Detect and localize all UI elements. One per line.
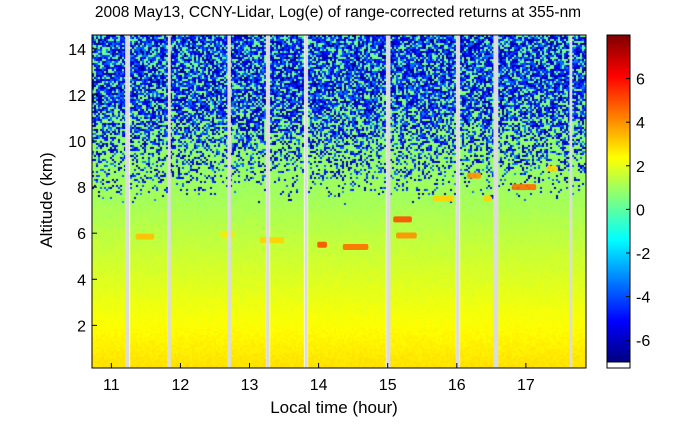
data-gap bbox=[168, 35, 171, 368]
colorbar: -6 -4 -2 0 2 4 6 bbox=[606, 34, 650, 369]
aerosol-layer bbox=[483, 195, 492, 202]
chart-title: 2008 May13, CCNY-Lidar, Log(e) of range-… bbox=[95, 4, 581, 21]
data-gap bbox=[493, 35, 499, 368]
data-gap bbox=[386, 35, 391, 368]
y-tick-label: 10 bbox=[68, 134, 86, 151]
signal-raster bbox=[92, 35, 586, 368]
data-gap bbox=[125, 35, 130, 368]
colorbar-tick-label: 2 bbox=[636, 159, 645, 176]
aerosol-layer bbox=[259, 237, 285, 244]
colorbar-tick-label: -2 bbox=[636, 246, 650, 263]
aerosol-layer bbox=[512, 184, 537, 191]
aerosol-layer bbox=[432, 195, 454, 202]
data-gap bbox=[456, 35, 460, 368]
colorbar-tick-label: -4 bbox=[636, 290, 650, 307]
colorbar-tick-label: 4 bbox=[636, 115, 645, 132]
data-gap bbox=[266, 35, 270, 368]
y-tick-label: 14 bbox=[68, 42, 86, 59]
plot-frame bbox=[91, 34, 587, 369]
aerosol-layer bbox=[546, 165, 557, 172]
y-tick-label: 8 bbox=[77, 180, 86, 197]
colorbar-end-cap bbox=[606, 361, 631, 369]
x-tick-label: 13 bbox=[241, 377, 259, 394]
aerosol-layer bbox=[342, 244, 369, 251]
colorbar-tick-label: 6 bbox=[636, 72, 645, 89]
x-tick-label: 11 bbox=[103, 377, 120, 394]
x-tick-label: 17 bbox=[517, 377, 535, 394]
x-tick-label: 14 bbox=[310, 377, 328, 394]
plot-area bbox=[91, 34, 587, 369]
y-tick-label: 6 bbox=[77, 226, 86, 243]
aerosol-layer bbox=[317, 241, 327, 248]
y-tick-label: 4 bbox=[77, 272, 86, 289]
colorbar-tick-label: -6 bbox=[636, 333, 650, 350]
aerosol-layer bbox=[393, 216, 412, 223]
colorbar-gradient bbox=[606, 34, 631, 363]
y-tick-label: 2 bbox=[77, 318, 86, 335]
x-tick-label: 15 bbox=[379, 377, 397, 394]
aerosol-layer bbox=[467, 172, 481, 179]
data-gap bbox=[304, 35, 308, 368]
colorbar-tick-label: 0 bbox=[636, 202, 645, 219]
x-tick-label: 12 bbox=[172, 377, 190, 394]
data-gap bbox=[227, 35, 231, 368]
x-axis-label: Local time (hour) bbox=[270, 398, 398, 417]
aerosol-layer bbox=[396, 232, 417, 239]
y-axis-label: Altitude (km) bbox=[37, 152, 56, 247]
x-tick-label: 16 bbox=[448, 377, 466, 394]
y-axis: 2 4 6 8 10 12 14 bbox=[68, 42, 97, 335]
data-gap bbox=[569, 35, 573, 368]
x-axis: 11 12 13 14 15 16 17 bbox=[103, 363, 535, 394]
aerosol-layer bbox=[135, 233, 155, 240]
y-tick-label: 12 bbox=[68, 88, 86, 105]
